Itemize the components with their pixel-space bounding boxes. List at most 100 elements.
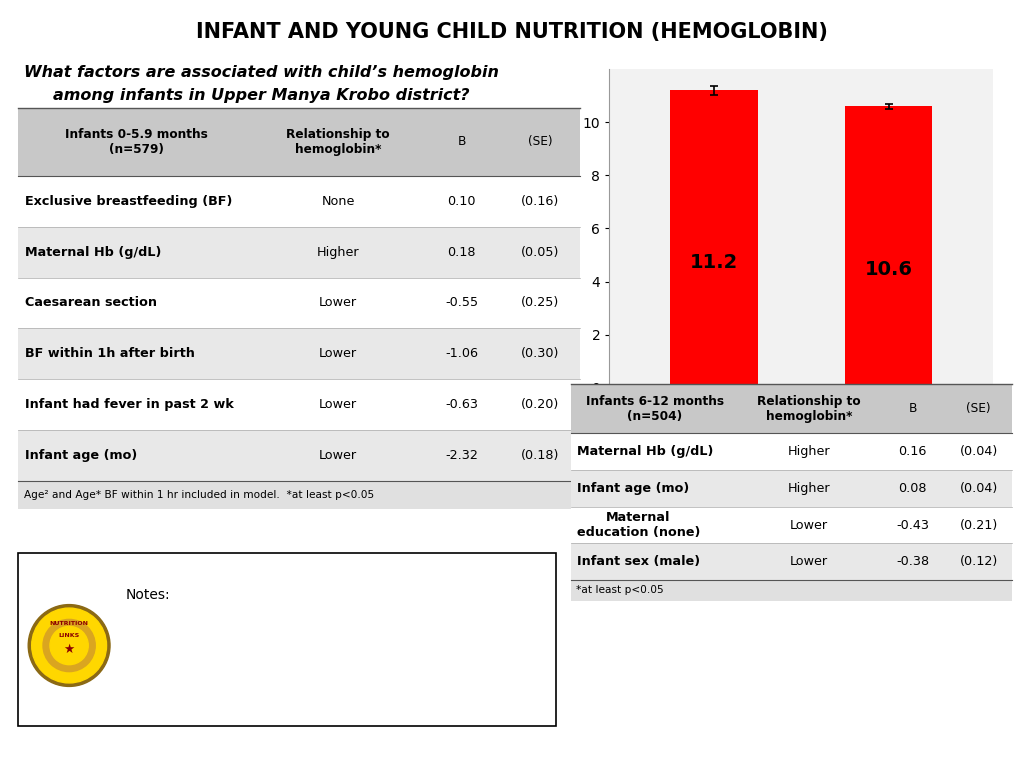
Text: B: B <box>458 135 466 148</box>
Bar <box>423 227 501 277</box>
Bar <box>501 227 580 277</box>
Text: (0.25): (0.25) <box>521 296 559 310</box>
Bar <box>671 91 758 388</box>
Bar <box>571 507 738 544</box>
Circle shape <box>43 619 95 671</box>
Text: (0.04): (0.04) <box>959 445 997 458</box>
Bar <box>501 430 580 481</box>
Text: Maternal Hb (g/dL): Maternal Hb (g/dL) <box>26 246 162 259</box>
Text: B: B <box>908 402 916 415</box>
Text: LINKS: LINKS <box>58 633 80 637</box>
Text: *at least p<0.05: *at least p<0.05 <box>575 585 664 595</box>
Bar <box>571 384 738 433</box>
Text: ★: ★ <box>63 644 75 657</box>
Bar <box>946 544 1012 580</box>
Bar <box>946 470 1012 507</box>
Text: Relationship to
hemoglobin*: Relationship to hemoglobin* <box>287 127 390 156</box>
Text: Maternal
education (none): Maternal education (none) <box>577 511 700 539</box>
Text: (SE): (SE) <box>967 402 991 415</box>
Text: Infants 6-12 months
(n=504): Infants 6-12 months (n=504) <box>586 395 724 422</box>
Text: Exclusive breastfeeding (BF): Exclusive breastfeeding (BF) <box>26 195 232 208</box>
Y-axis label: Infant Hb (g/dL): Infant Hb (g/dL) <box>563 174 578 283</box>
Text: 0.10: 0.10 <box>447 195 476 208</box>
Circle shape <box>32 608 106 683</box>
Text: Higher: Higher <box>787 482 830 495</box>
Bar <box>880 507 946 544</box>
Bar <box>880 384 946 433</box>
Text: -0.38: -0.38 <box>896 555 929 568</box>
Text: 10.6: 10.6 <box>864 260 912 279</box>
Bar <box>880 544 946 580</box>
Text: 11.2: 11.2 <box>690 253 738 273</box>
Bar <box>254 227 423 277</box>
Bar <box>845 106 932 388</box>
Bar <box>423 108 501 176</box>
Bar <box>501 277 580 329</box>
Text: Infant sex (male): Infant sex (male) <box>577 555 699 568</box>
Text: -0.63: -0.63 <box>445 398 478 411</box>
Text: Lower: Lower <box>319 449 357 462</box>
Text: (0.04): (0.04) <box>959 482 997 495</box>
Text: -0.43: -0.43 <box>896 518 929 531</box>
Bar <box>571 544 738 580</box>
Bar <box>18 277 254 329</box>
Text: Higher: Higher <box>317 246 359 259</box>
Text: Notes:: Notes: <box>126 588 171 601</box>
Text: -1.06: -1.06 <box>445 347 478 360</box>
Bar <box>254 379 423 430</box>
Text: BF within 1h after birth: BF within 1h after birth <box>26 347 195 360</box>
Text: None: None <box>322 195 355 208</box>
Bar <box>423 430 501 481</box>
Bar <box>501 108 580 176</box>
Text: Infant had fever in past 2 wk: Infant had fever in past 2 wk <box>26 398 233 411</box>
Text: (0.05): (0.05) <box>521 246 559 259</box>
Text: (0.21): (0.21) <box>959 518 997 531</box>
Bar <box>946 384 1012 433</box>
Text: NUTRITION: NUTRITION <box>49 621 89 626</box>
Bar <box>423 176 501 227</box>
Text: 0.16: 0.16 <box>898 445 927 458</box>
Bar <box>18 481 580 509</box>
Bar <box>254 329 423 379</box>
Bar <box>423 277 501 329</box>
Bar <box>501 379 580 430</box>
Bar <box>501 176 580 227</box>
Text: 0.08: 0.08 <box>898 482 927 495</box>
Text: Infants 0-5.9 months
(n=579): Infants 0-5.9 months (n=579) <box>65 127 208 156</box>
Bar <box>738 470 880 507</box>
Text: (0.30): (0.30) <box>521 347 559 360</box>
Bar <box>18 108 254 176</box>
Bar <box>571 433 738 470</box>
Text: among infants in Upper Manya Krobo district?: among infants in Upper Manya Krobo distr… <box>53 88 469 104</box>
Text: Relationship to
hemoglobin*: Relationship to hemoglobin* <box>758 395 861 422</box>
Text: (0.16): (0.16) <box>521 195 559 208</box>
Text: Maternal Hb (g/dL): Maternal Hb (g/dL) <box>577 445 713 458</box>
Text: -0.55: -0.55 <box>445 296 478 310</box>
Bar <box>738 544 880 580</box>
Bar <box>423 329 501 379</box>
Bar <box>18 329 254 379</box>
Bar <box>18 227 254 277</box>
Bar <box>18 379 254 430</box>
Text: Infant age (mo): Infant age (mo) <box>26 449 137 462</box>
Bar <box>254 430 423 481</box>
Bar <box>18 430 254 481</box>
Text: (0.20): (0.20) <box>521 398 559 411</box>
Text: (0.12): (0.12) <box>959 555 997 568</box>
Bar <box>880 433 946 470</box>
Text: Infant age (mo): Infant age (mo) <box>577 482 689 495</box>
Bar <box>738 507 880 544</box>
Text: 0.18: 0.18 <box>447 246 476 259</box>
Bar <box>18 176 254 227</box>
Text: (0.18): (0.18) <box>521 449 559 462</box>
Bar <box>946 507 1012 544</box>
Bar <box>423 379 501 430</box>
Bar <box>254 108 423 176</box>
Text: Caesarean section: Caesarean section <box>26 296 157 310</box>
Bar <box>880 470 946 507</box>
Circle shape <box>29 604 110 687</box>
Bar <box>254 176 423 227</box>
Text: INFANT AND YOUNG CHILD NUTRITION (HEMOGLOBIN): INFANT AND YOUNG CHILD NUTRITION (HEMOGL… <box>196 22 828 41</box>
Bar <box>571 470 738 507</box>
Text: What factors are associated with child’s hemoglobin: What factors are associated with child’s… <box>24 65 499 81</box>
